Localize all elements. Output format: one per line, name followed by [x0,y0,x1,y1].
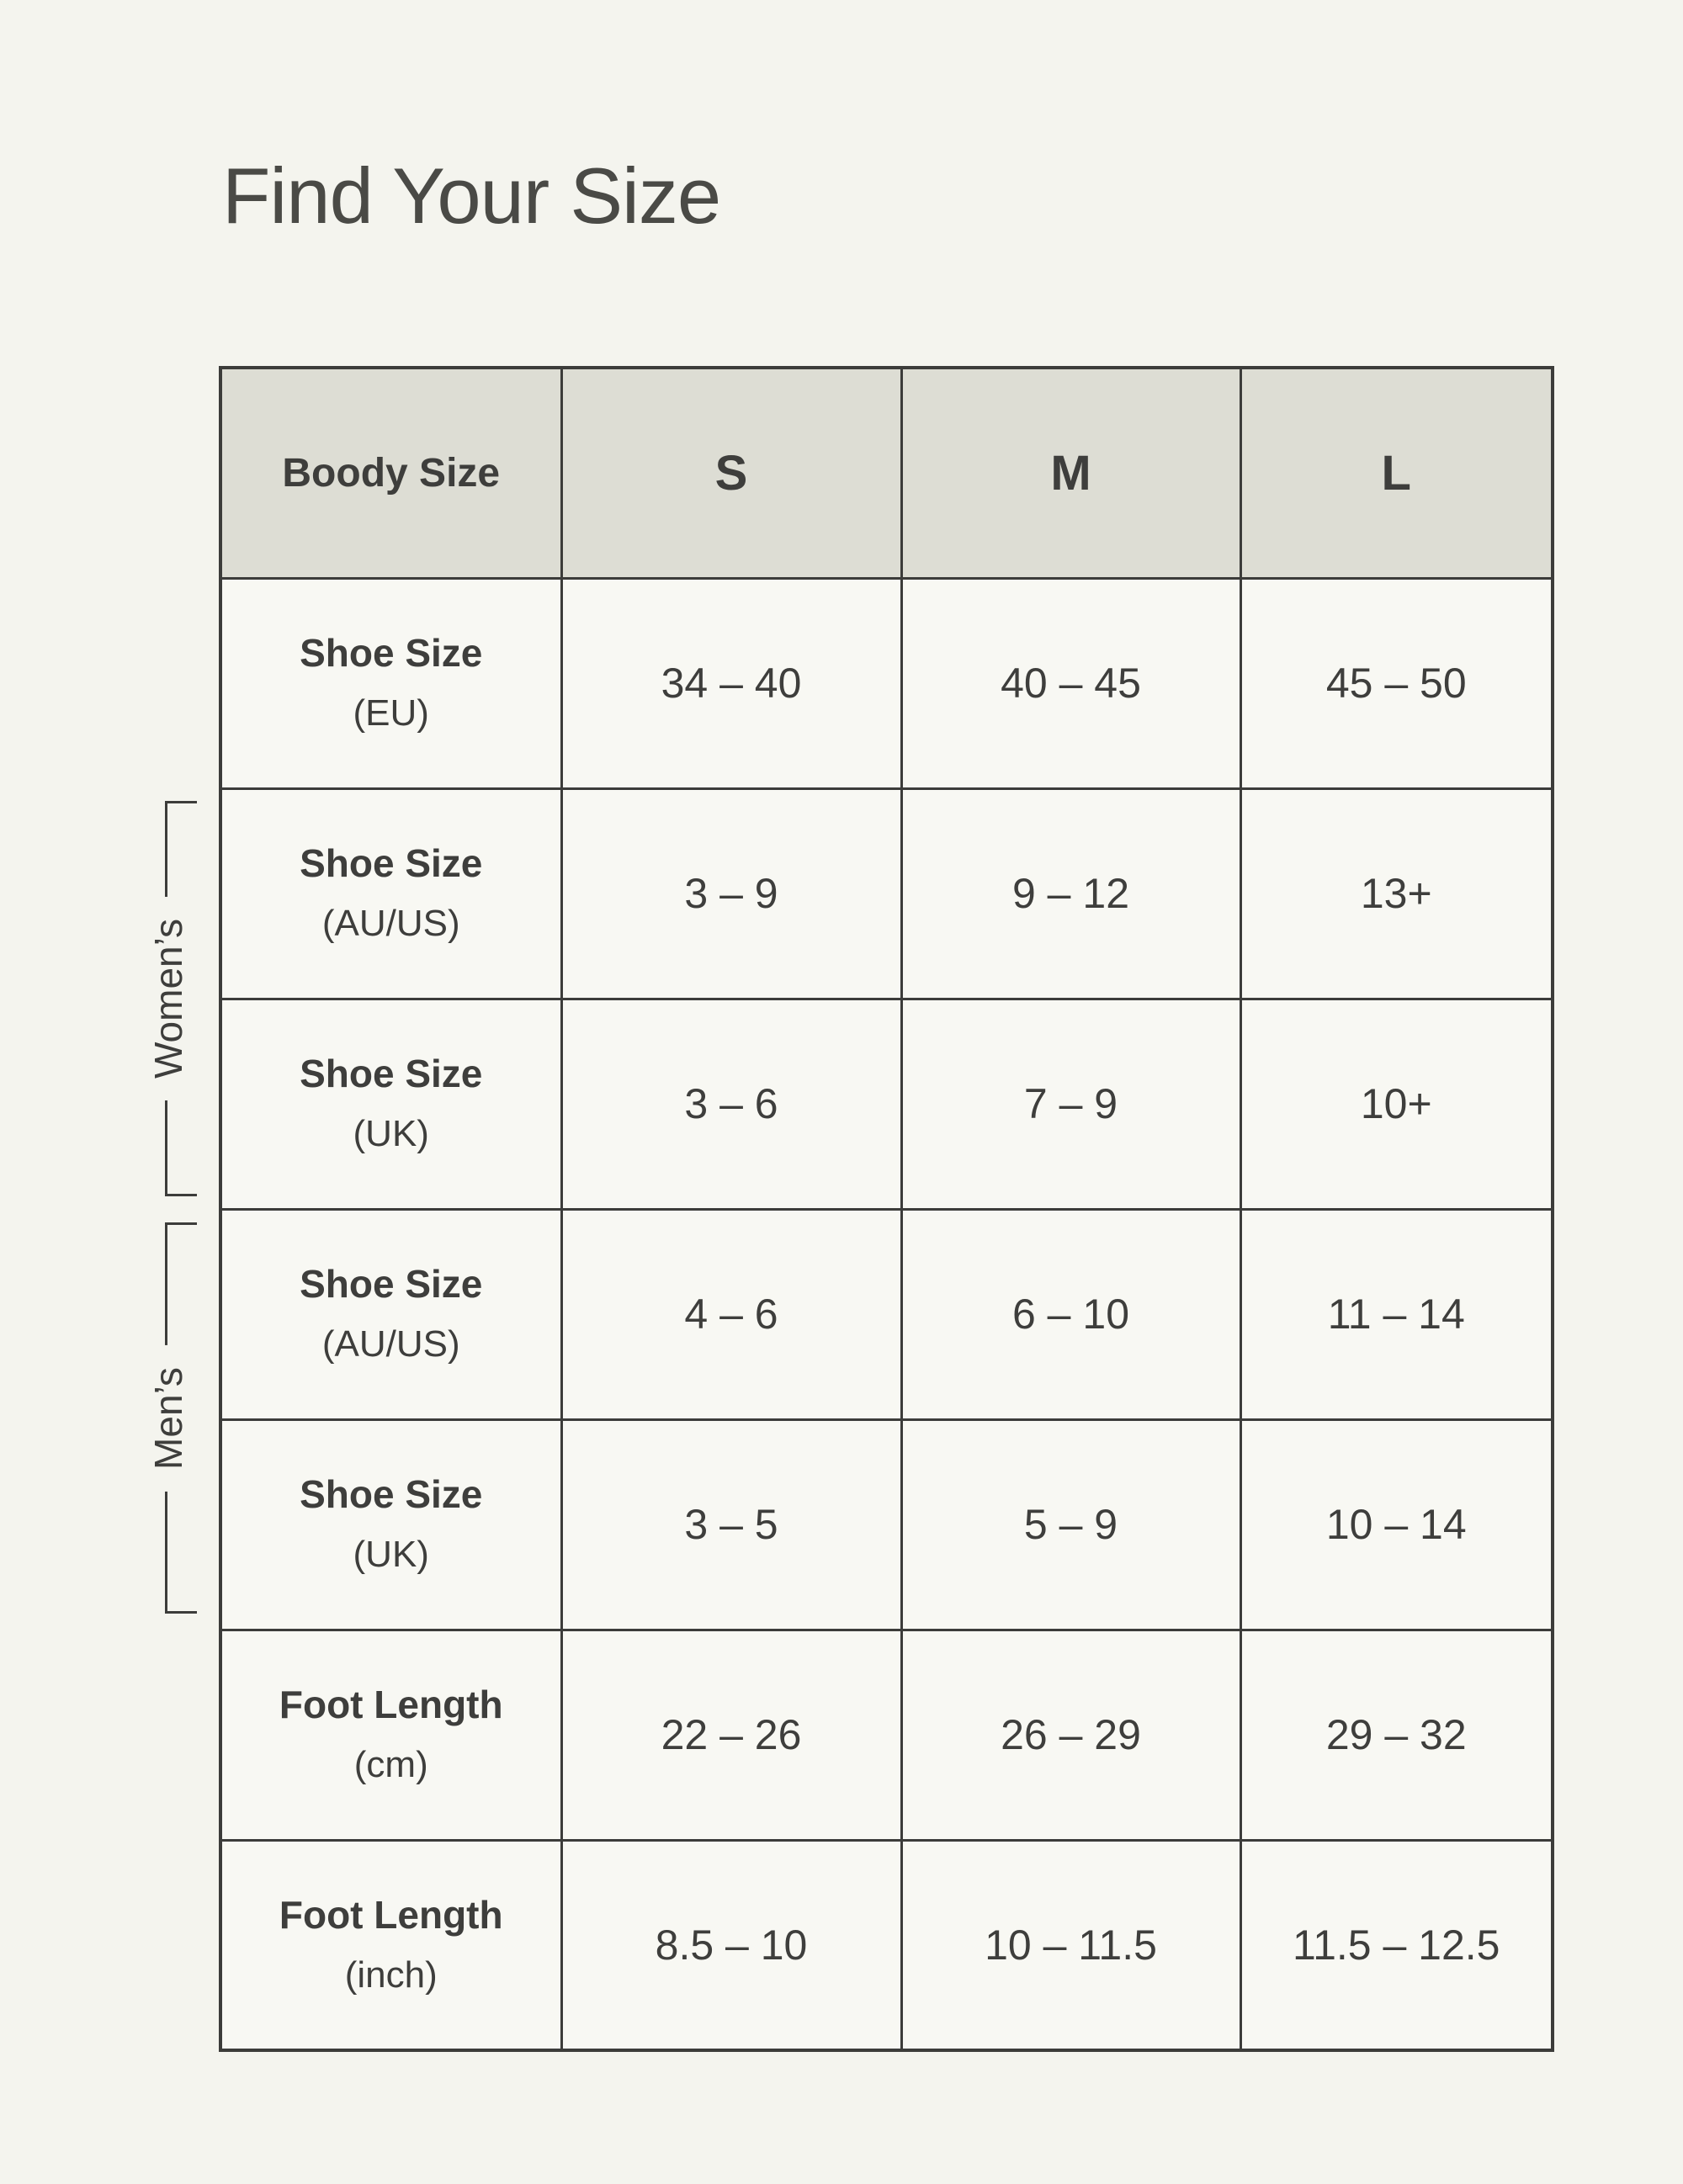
row-label: Shoe Size [300,1472,483,1516]
womens-group-label: Women’s [146,896,191,1101]
mens-group-bracket: Men’s [146,1222,197,1614]
cell-value: 8.5 – 10 [560,1838,903,2052]
table-row-foot-length-cm: Foot Length (cm) 22 – 26 26 – 29 29 – 32 [219,1628,1554,1842]
table-row-womens-shoe-size-uk: Shoe Size (UK) 3 – 6 7 – 9 10+ [219,997,1554,1211]
cell-value: 3 – 5 [560,1418,903,1631]
cell-value: 40 – 45 [900,576,1242,790]
table-row-shoe-size-eu: Shoe Size (EU) 34 – 40 40 – 45 45 – 50 [219,576,1554,790]
table-row-womens-shoe-size-au-us: Shoe Size (AU/US) 3 – 9 9 – 12 13+ [219,787,1554,1000]
row-unit: (EU) [353,692,429,734]
cell-value: 7 – 9 [900,997,1242,1211]
page-title: Find Your Size [222,151,721,240]
header-cell-boody-size: Boody Size [219,366,563,580]
cell-value: 10+ [1239,997,1554,1211]
row-unit: (AU/US) [321,1323,460,1365]
row-label: Shoe Size [300,1052,483,1095]
cell-value: 29 – 32 [1239,1628,1554,1842]
cell-value: 11.5 – 12.5 [1239,1838,1554,2052]
row-unit: (UK) [353,1534,429,1575]
cell-value: 13+ [1239,787,1554,1000]
row-unit: (inch) [344,1953,438,1996]
cell-value: 22 – 26 [560,1628,903,1842]
table-header-row: Boody Size S M L [219,366,1554,580]
table-row-foot-length-inch: Foot Length (inch) 8.5 – 10 10 – 11.5 11… [219,1838,1554,2052]
cell-value: 4 – 6 [560,1207,903,1421]
header-cell-size-m: M [900,366,1242,580]
row-label: Shoe Size [300,631,483,675]
cell-value: 6 – 10 [900,1207,1242,1421]
row-unit: (cm) [353,1744,428,1785]
row-label: Foot Length [279,1683,503,1726]
cell-value: 45 – 50 [1239,576,1554,790]
cell-value: 5 – 9 [900,1418,1242,1631]
row-unit: (AU/US) [321,903,460,944]
row-header: Shoe Size (AU/US) [219,787,563,1000]
cell-value: 3 – 6 [560,997,903,1211]
mens-group-label: Men’s [146,1344,191,1492]
cell-value: 26 – 29 [900,1628,1242,1842]
row-header: Shoe Size (EU) [219,576,563,790]
row-label: Shoe Size [300,1262,483,1306]
cell-value: 34 – 40 [560,576,903,790]
cell-value: 11 – 14 [1239,1207,1554,1421]
row-header: Shoe Size (AU/US) [219,1207,563,1421]
size-chart-table: Boody Size S M L Shoe Size (EU) 34 – 40 … [219,366,1554,2052]
row-header: Shoe Size (UK) [219,1418,563,1631]
womens-group-bracket: Women’s [146,801,197,1196]
header-cell-size-s: S [560,366,903,580]
row-header: Foot Length (inch) [219,1838,563,2052]
header-cell-size-l: L [1239,366,1554,580]
row-label: Foot Length [279,1892,503,1937]
cell-value: 10 – 14 [1239,1418,1554,1631]
cell-value: 9 – 12 [900,787,1242,1000]
cell-value: 3 – 9 [560,787,903,1000]
table-row-mens-shoe-size-uk: Shoe Size (UK) 3 – 5 5 – 9 10 – 14 [219,1418,1554,1631]
row-header: Shoe Size (UK) [219,997,563,1211]
row-header: Foot Length (cm) [219,1628,563,1842]
cell-value: 10 – 11.5 [900,1838,1242,2052]
table-row-mens-shoe-size-au-us: Shoe Size (AU/US) 4 – 6 6 – 10 11 – 14 [219,1207,1554,1421]
row-unit: (UK) [353,1113,429,1154]
row-label: Shoe Size [300,841,483,885]
